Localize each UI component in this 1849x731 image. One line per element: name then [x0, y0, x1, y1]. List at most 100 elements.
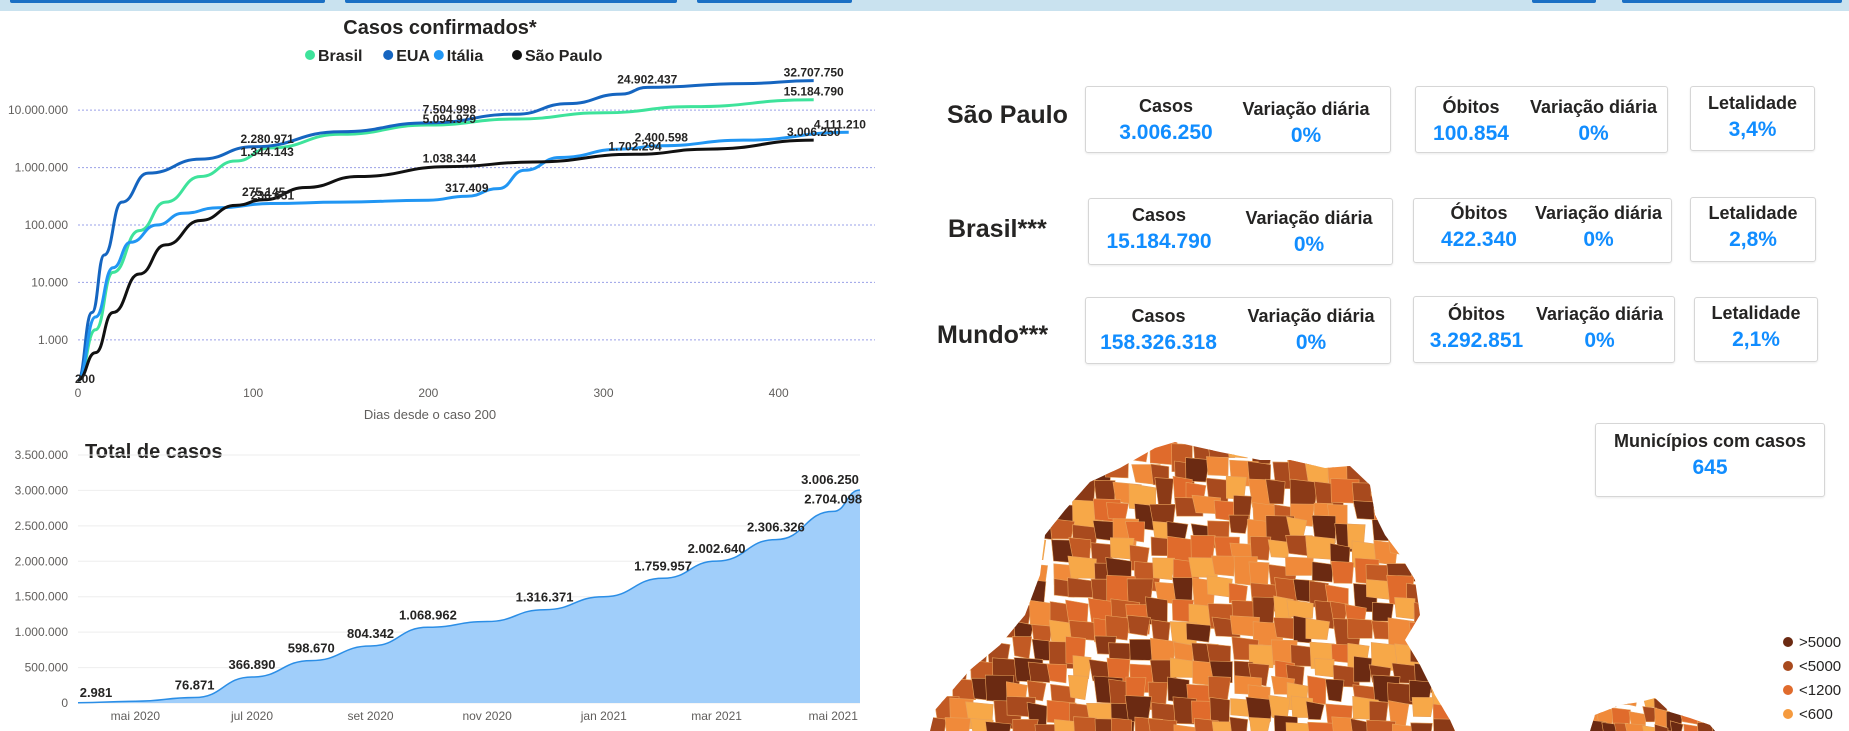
municipality-region: [1448, 542, 1455, 567]
municipality-region: [930, 620, 960, 645]
municipality-region: [1169, 657, 1195, 678]
municipality-region: [1454, 684, 1455, 710]
municipality-region: [1694, 698, 1713, 709]
daily-variation-label: Variação diária: [1535, 304, 1664, 324]
municipality-region: [967, 574, 996, 605]
municipality-region: [1008, 460, 1034, 481]
municipality-region: [944, 496, 967, 528]
municipality-region: [953, 464, 977, 495]
municipality-region: [1669, 720, 1684, 731]
municipality-region: [1012, 636, 1033, 660]
map-legend-item: <600: [1783, 702, 1841, 726]
municipality-region: [1365, 579, 1392, 600]
municipality-region: [1428, 658, 1455, 686]
municipality-region: [1427, 557, 1455, 583]
municipality-region: [1427, 615, 1455, 643]
daily-variation-value: 0%: [1583, 228, 1614, 251]
municipality-region: [1394, 597, 1416, 620]
municipality-region: [1424, 482, 1444, 507]
cases-metric: Casos 15.184.790: [1094, 205, 1224, 254]
municipality-region: [1433, 718, 1455, 731]
municipality-region: [1265, 478, 1286, 505]
data-label: 24.902.437: [617, 72, 677, 86]
data-label: 2.704.098: [804, 491, 862, 506]
municipality-region: [1432, 538, 1455, 562]
municipality-region: [930, 716, 947, 731]
municipality-region: [1683, 723, 1699, 731]
data-label: 1.344.143: [240, 145, 294, 159]
municipality-region: [946, 481, 969, 510]
legend-dot-icon: [383, 50, 394, 60]
municipality-region: [1453, 442, 1455, 458]
municipality-region: [993, 617, 1016, 638]
municipality-region: [949, 556, 969, 586]
cases-metric: Casos 3.006.250: [1111, 96, 1221, 145]
legend-label: Itália: [447, 48, 484, 65]
data-label: 2.306.326: [747, 520, 805, 535]
municipality-region: [1595, 698, 1617, 708]
data-label: 275.145: [242, 185, 286, 199]
municipality-region: [1026, 478, 1048, 500]
tab-indicator[interactable]: [1622, 0, 1842, 3]
daily-variation-label: Variação diária: [1247, 306, 1375, 326]
municipality-region: [1409, 484, 1437, 514]
legend-dot-icon: [1783, 637, 1793, 647]
deaths-label: Óbitos: [1450, 203, 1508, 223]
municipality-region: [1206, 575, 1233, 598]
municipality-region: [1172, 696, 1197, 725]
lethality-metric: Letalidade 3,4%: [1691, 93, 1814, 142]
area-chart-title: Total de casos: [85, 441, 222, 463]
municipality-region: [1248, 644, 1277, 669]
municipality-region: [930, 477, 951, 506]
municipality-region: [1710, 706, 1715, 722]
municipality-region: [1225, 442, 1250, 459]
tab-indicator[interactable]: [697, 0, 852, 3]
lethality-metric: Letalidade 2,1%: [1695, 303, 1817, 352]
data-label: 236.651: [251, 189, 295, 203]
municipality-region: [944, 717, 972, 731]
tab-indicator[interactable]: [345, 0, 677, 3]
municipality-region: [1614, 698, 1631, 705]
municipality-region: [1424, 518, 1454, 548]
tab-indicator[interactable]: [10, 0, 325, 3]
municipality-region: [1067, 674, 1089, 701]
municipality-region: [1409, 639, 1439, 665]
municipality-region: [974, 474, 997, 498]
x-tick-label: jul 2020: [230, 709, 273, 723]
municipality-region: [1026, 680, 1047, 702]
municipality-region: [1005, 515, 1027, 536]
municipality-region: [930, 560, 946, 586]
total-cases-area-chart: Total de casos 2.981 76.871 366.890 598.670…: [15, 441, 863, 723]
municipality-region: [1311, 561, 1334, 583]
area-line: [77, 489, 861, 704]
daily-variation-value: 0%: [1584, 329, 1615, 352]
municipality-region: [1011, 563, 1038, 589]
municipality-region: [930, 581, 957, 610]
municipality-region: [1046, 663, 1068, 684]
confirmed-cases-line-chart: Casos confirmados* Brasil EUA Itália São Pa…: [8, 17, 875, 422]
y-tick-label: 10.000.000: [8, 103, 68, 117]
lethality-value: 2,1%: [1732, 328, 1780, 351]
municipality-region: [1053, 459, 1074, 489]
municipality-region: [1285, 722, 1315, 731]
municipality-region: [1448, 636, 1455, 656]
municipality-region: [1087, 457, 1113, 483]
sao-paulo-choropleth-map[interactable]: [930, 440, 1760, 731]
data-label: 3.006.250: [787, 125, 841, 139]
deaths-value: 422.340: [1441, 228, 1517, 251]
municipality-region: [1207, 675, 1232, 701]
municipality-region: [930, 643, 952, 666]
x-tick-label: jan 2021: [580, 709, 627, 723]
tab-indicator[interactable]: [1532, 0, 1596, 3]
daily-variation-label: Variação diária: [1245, 208, 1373, 228]
legend-dot-icon: [305, 50, 315, 60]
area-fill: [78, 489, 860, 703]
municipality-region: [992, 461, 1015, 488]
region-name-sao-paulo: São Paulo: [947, 101, 1068, 129]
municipality-region: [1350, 718, 1370, 731]
data-label: 4.111.210: [814, 117, 866, 131]
municipality-region: [992, 544, 1022, 568]
municipality-region: [1228, 514, 1250, 534]
legend-dot-icon: [1783, 661, 1793, 671]
municipality-region: [969, 562, 993, 589]
